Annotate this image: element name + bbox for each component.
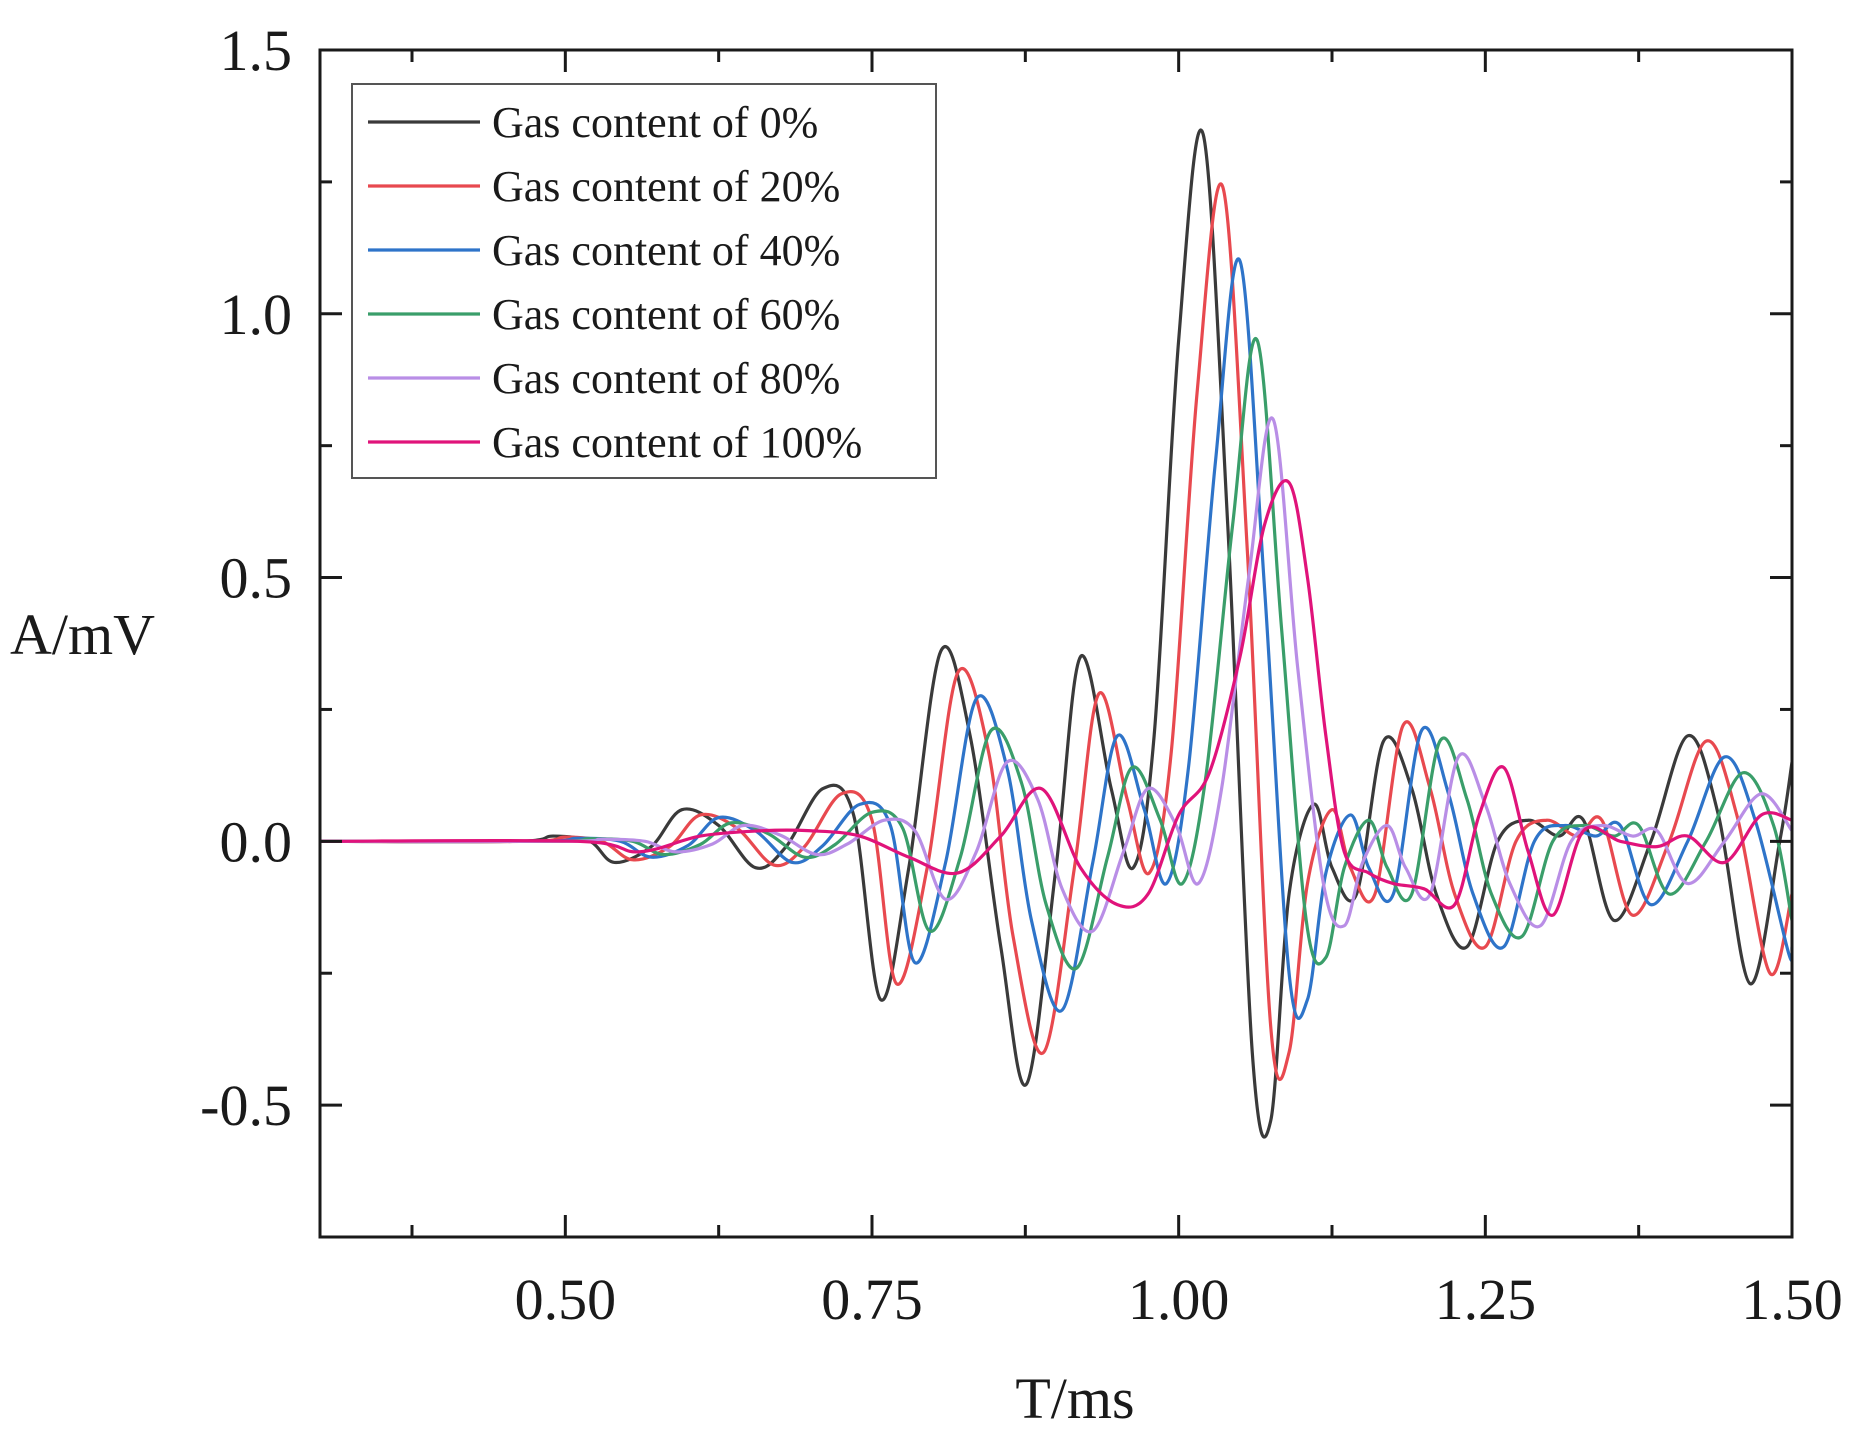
legend-label: Gas content of 80%: [492, 354, 840, 403]
y-tick-label: 0.5: [220, 546, 293, 611]
series-line-5: [320, 479, 1792, 917]
series-line-1: [320, 182, 1792, 1081]
y-tick-label: -0.5: [200, 1073, 292, 1138]
x-axis-title: T/ms: [1015, 1366, 1134, 1431]
x-tick-label: 0.75: [821, 1267, 923, 1332]
legend-label: Gas content of 60%: [492, 290, 840, 339]
legend-label: Gas content of 100%: [492, 418, 862, 467]
x-tick-label: 1.50: [1741, 1267, 1843, 1332]
series-line-2: [320, 257, 1792, 1020]
series-line-4: [320, 416, 1792, 934]
series-line-0: [320, 128, 1792, 1139]
legend-box: [351, 83, 937, 479]
axes-frame: [318, 48, 1794, 1239]
x-tick-label: 0.50: [515, 1267, 617, 1332]
legend-label: Gas content of 40%: [492, 226, 840, 275]
legend-label: Gas content of 20%: [492, 162, 840, 211]
y-tick-label: 1.0: [220, 282, 293, 347]
y-axis-title: A/mV: [10, 602, 155, 667]
x-tick-label: 1.00: [1128, 1267, 1230, 1332]
legend: Gas content of 0% Gas content of 20% Gas c…: [351, 83, 937, 479]
series-line-3: [320, 336, 1792, 971]
y-tick-label: 1.5: [220, 18, 293, 83]
x-tick-label: 1.25: [1435, 1267, 1537, 1332]
y-tick-label: 0.0: [220, 809, 293, 874]
axes-layer: 0.50 0.75 1.00 1.25 1.50 -0.5 0.0 0.5 1.0 1.5: [200, 18, 1843, 1332]
lines-layer: [320, 128, 1792, 1139]
legend-label: Gas content of 0%: [492, 98, 818, 147]
